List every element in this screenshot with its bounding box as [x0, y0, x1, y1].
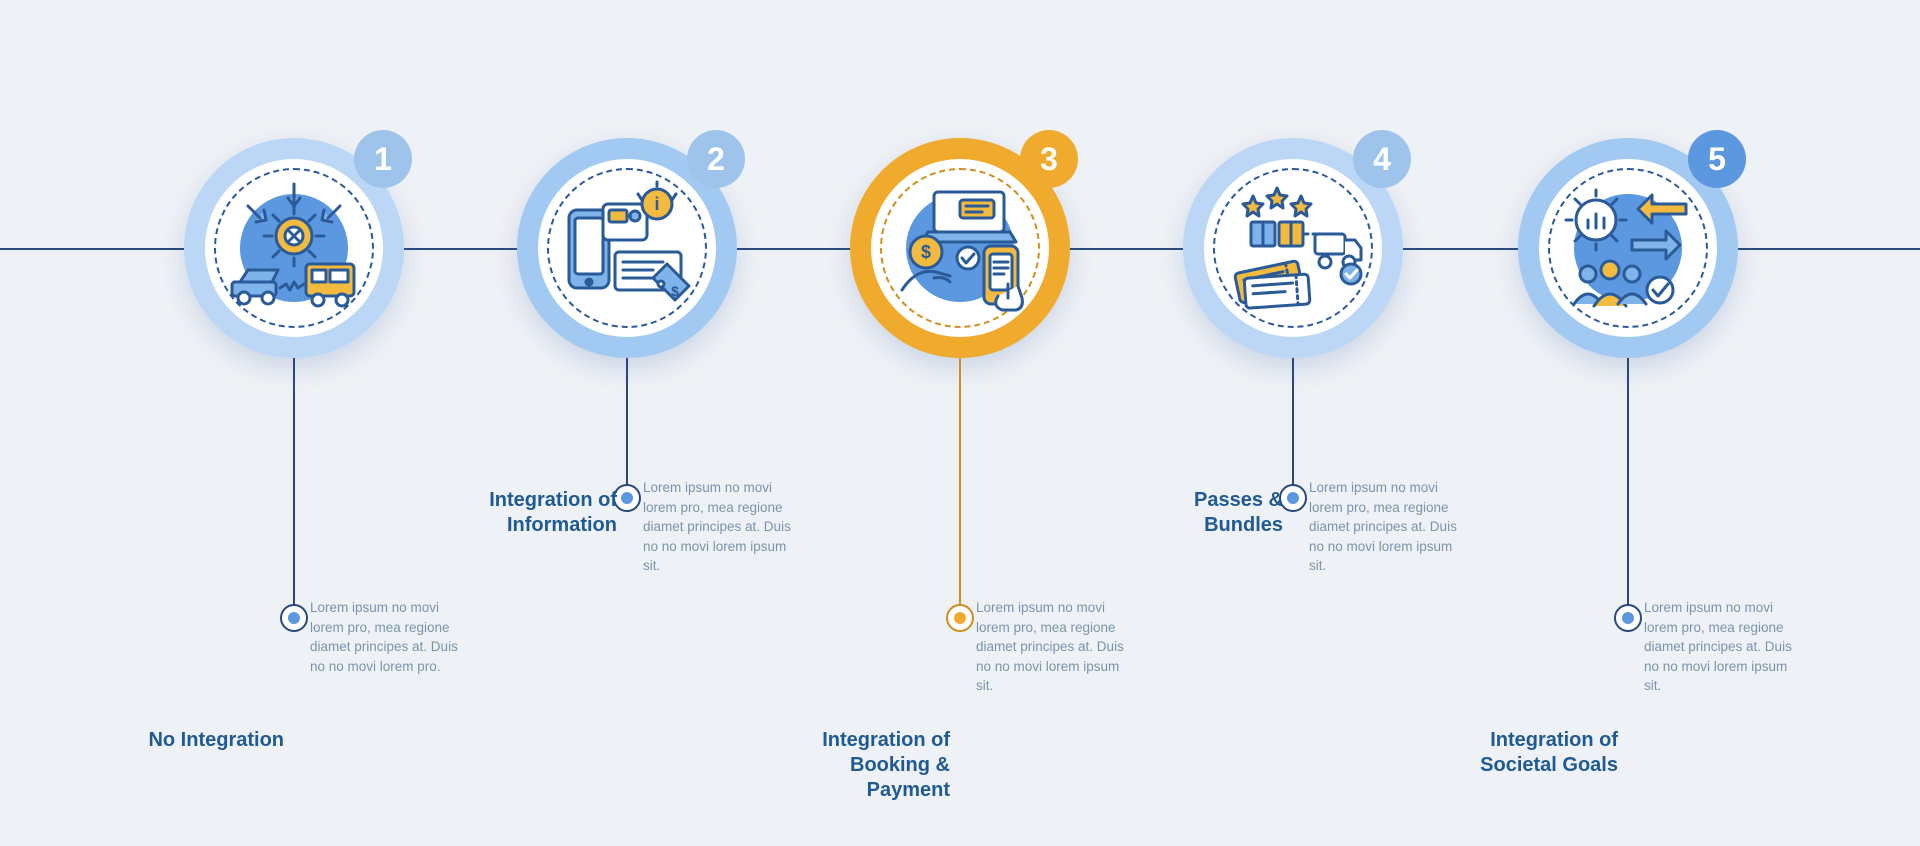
step-title-col: Integration of Societal Goals [1468, 728, 1618, 778]
step-stem [293, 358, 295, 618]
step-node-dot [1287, 492, 1299, 504]
step-title: Integration of Information [467, 488, 617, 538]
no-integration-icon [224, 178, 364, 318]
societal-goals-icon [1553, 173, 1703, 323]
passes-bundles-icon [1218, 173, 1368, 323]
step-node [1614, 604, 1642, 632]
step-node-dot [954, 612, 966, 624]
step-ring-inner: i $ [538, 159, 716, 337]
booking-payment-icon: $ [890, 178, 1030, 318]
step-node-dot [621, 492, 633, 504]
step-number-badge: 4 [1353, 130, 1411, 188]
step-number-badge: 5 [1688, 130, 1746, 188]
step-stem [1292, 358, 1294, 498]
step-node [1279, 484, 1307, 512]
step-ring: 5 [1518, 138, 1738, 358]
svg-text:i: i [654, 194, 659, 214]
step-stem [626, 358, 628, 498]
step-body: Lorem ipsum no movi lorem pro, mea regio… [1309, 478, 1469, 576]
step-body-col: Lorem ipsum no movi lorem pro, mea regio… [976, 598, 1136, 696]
step-title: Passes & Bundles [1133, 488, 1283, 538]
information-icon: i $ [557, 178, 697, 318]
step-body-col: Lorem ipsum no movi lorem pro, mea regio… [1309, 478, 1469, 576]
step-stem [959, 358, 961, 618]
step-ring: 1 [184, 138, 404, 358]
societal-goals-icon [1558, 178, 1698, 318]
step-body-col: Lorem ipsum no movi lorem pro, mea regio… [1644, 598, 1804, 696]
step-ring: 4 [1183, 138, 1403, 358]
passes-bundles-icon [1223, 178, 1363, 318]
step-title-col: Integration of Booking & Payment [800, 728, 950, 803]
step-stem [1627, 358, 1629, 618]
step-ring: $ 3 [850, 138, 1070, 358]
infographic-canvas: 1 No Integration Lorem ipsum no movi lorem… [0, 0, 1920, 846]
step-ring: i $ 2 [517, 138, 737, 358]
step-node-dot [1622, 612, 1634, 624]
step-body: Lorem ipsum no movi lorem pro, mea regio… [310, 598, 470, 676]
step-title-col: No Integration [134, 728, 284, 753]
step-body: Lorem ipsum no movi lorem pro, mea regio… [1644, 598, 1804, 696]
svg-text:$: $ [671, 283, 679, 299]
step-number-badge: 2 [687, 130, 745, 188]
information-icon: i $ [552, 173, 702, 323]
step-title: No Integration [134, 728, 284, 753]
step-ring-inner: $ [871, 159, 1049, 337]
step-ring-inner [205, 159, 383, 337]
step-ring-inner [1539, 159, 1717, 337]
step-body: Lorem ipsum no movi lorem pro, mea regio… [643, 478, 803, 576]
step-body: Lorem ipsum no movi lorem pro, mea regio… [976, 598, 1136, 696]
step-node [946, 604, 974, 632]
step-body-col: Lorem ipsum no movi lorem pro, mea regio… [310, 598, 470, 676]
step-node [613, 484, 641, 512]
step-title: Integration of Booking & Payment [800, 728, 950, 803]
no-integration-icon [219, 173, 369, 323]
step-node-dot [288, 612, 300, 624]
step-ring-inner [1204, 159, 1382, 337]
step-title-col: Passes & Bundles [1133, 488, 1283, 538]
booking-payment-icon: $ [885, 173, 1035, 323]
step-number-badge: 3 [1020, 130, 1078, 188]
step-title-col: Integration of Information [467, 488, 617, 538]
step-title: Integration of Societal Goals [1468, 728, 1618, 778]
step-number-badge: 1 [354, 130, 412, 188]
step-node [280, 604, 308, 632]
step-body-col: Lorem ipsum no movi lorem pro, mea regio… [643, 478, 803, 576]
svg-text:$: $ [921, 242, 931, 262]
